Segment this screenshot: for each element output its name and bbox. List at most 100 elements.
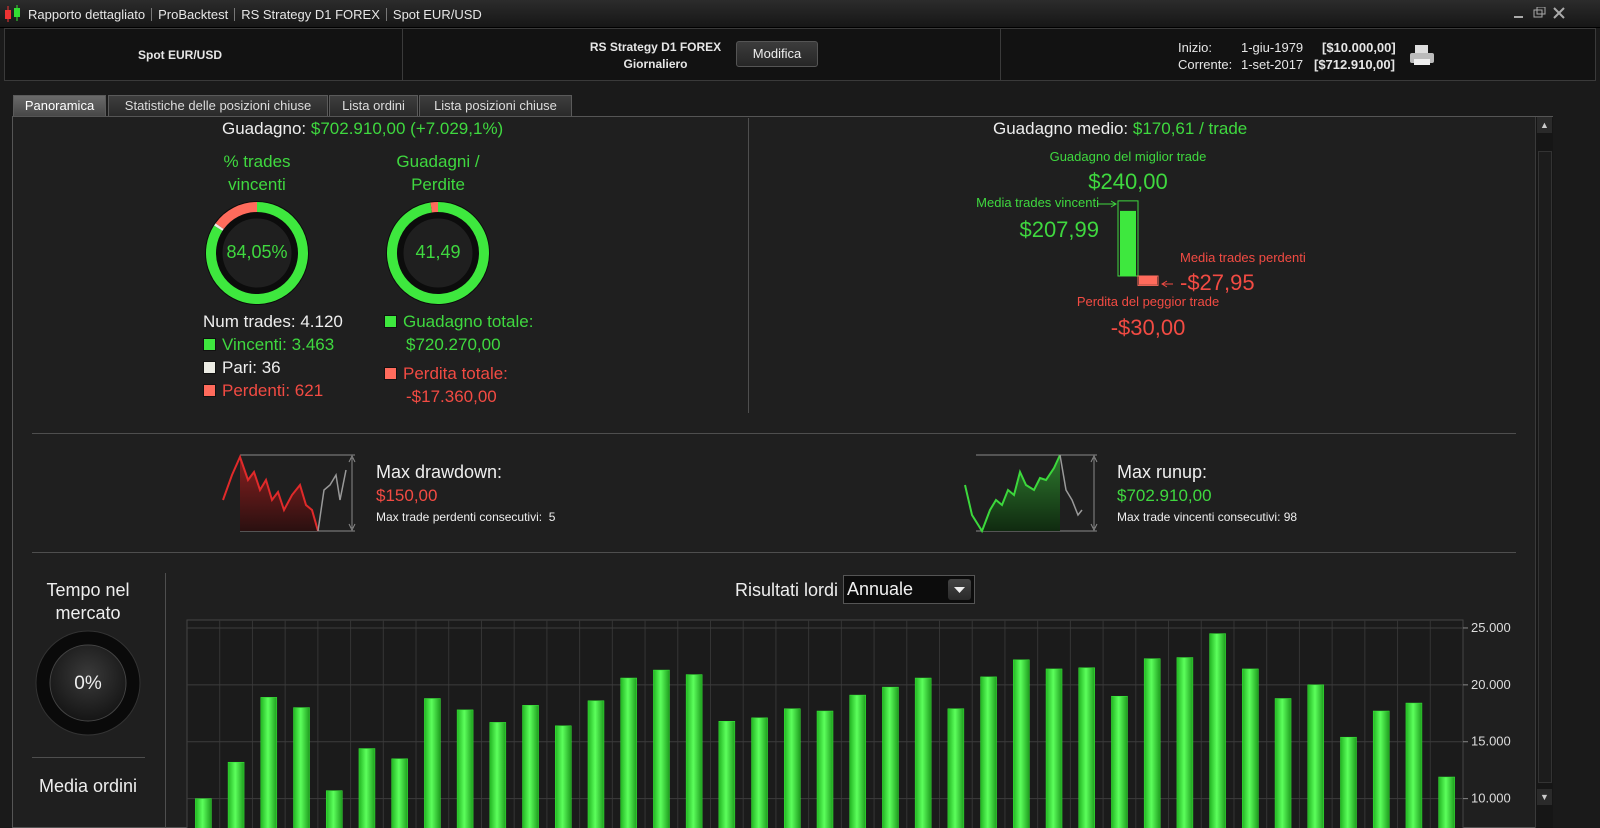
donut-segment xyxy=(430,202,439,213)
consecutive-value: 98 xyxy=(1283,510,1298,524)
legend-swatch xyxy=(203,361,216,374)
start-date: 1-giu-1979 xyxy=(1241,40,1304,55)
drawdown-chart xyxy=(222,454,356,532)
donut-segment xyxy=(206,202,308,304)
avg-loss-label: Media trades perdenti xyxy=(1180,250,1306,265)
bar xyxy=(555,725,572,828)
scrollbar[interactable]: ▲ ▼ xyxy=(1535,117,1553,828)
divider xyxy=(32,433,1516,434)
gain-loss-value: 41,49 xyxy=(415,242,461,262)
divider xyxy=(32,552,1516,553)
bar xyxy=(1307,684,1325,828)
legend-swatch xyxy=(203,384,216,397)
market-time-label: Tempo nel mercato xyxy=(46,580,130,623)
bar xyxy=(980,676,997,828)
y-tick-label: 20.000 xyxy=(1471,677,1511,692)
donut-segment xyxy=(214,223,224,231)
chart-title: Risultati lordi xyxy=(734,580,838,600)
legend-swatch xyxy=(384,367,397,380)
arrow xyxy=(1097,200,1117,208)
avg-loss-bar xyxy=(1139,276,1157,285)
gain-label: Guadagno: xyxy=(222,119,307,138)
edit-button[interactable]: Modifica xyxy=(736,41,818,67)
y-tick-label: 25.000 xyxy=(1471,620,1511,635)
period-value: Annuale xyxy=(847,579,914,599)
legend-item: Vincenti: 3.463 xyxy=(203,335,334,355)
period-dropdown[interactable]: Annuale xyxy=(843,575,975,604)
market-time-value: 0% xyxy=(74,673,102,694)
legend-label: Perdenti: xyxy=(222,381,291,400)
runup-value: $702.910,00 xyxy=(1117,486,1212,505)
legend-item: Pari: 36 xyxy=(203,358,281,378)
consecutive-label: Max trade perdenti consecutivi: xyxy=(376,510,543,524)
avg-orders-label: Media ordini xyxy=(38,776,138,796)
bar xyxy=(1045,668,1063,828)
tab[interactable]: Lista ordini xyxy=(329,95,418,116)
avg-win-label: Media trades vincenti xyxy=(976,195,1099,210)
divider xyxy=(748,118,749,413)
y-tick-label: 15.000 xyxy=(1471,734,1511,749)
drawdown-value: $150,00 xyxy=(376,486,438,505)
bar xyxy=(424,698,441,828)
bar xyxy=(456,709,474,828)
current-date: 1-set-2017 xyxy=(1241,57,1304,72)
dropdown-arrow xyxy=(954,587,965,593)
drawdown-label: Max drawdown: xyxy=(376,462,503,482)
tab[interactable]: Panoramica xyxy=(13,95,106,116)
bar xyxy=(195,798,212,828)
bar xyxy=(685,674,703,828)
win-rate-title: % trades vincenti xyxy=(223,152,291,194)
bar xyxy=(620,677,637,828)
best-value: $240,00 xyxy=(1088,169,1168,194)
legend-item: Perdenti: 621 xyxy=(203,381,323,401)
num-trades-label: Num trades: xyxy=(203,312,296,331)
strategy-panel: RS Strategy D1 FOREX Giornaliero xyxy=(402,28,1001,81)
bar xyxy=(587,700,605,828)
bar xyxy=(849,694,866,828)
legend-value: 36 xyxy=(261,358,281,377)
bar xyxy=(784,708,801,828)
scroll-down[interactable]: ▼ xyxy=(1537,789,1552,805)
bar xyxy=(293,707,310,828)
donut-inner xyxy=(400,215,476,291)
bar xyxy=(882,686,899,828)
win-rate-value: 84,05% xyxy=(226,242,288,262)
scroll-thumb[interactable] xyxy=(1538,151,1552,783)
title-text: Rapporto dettagliato ProBacktest RS Strate… xyxy=(22,7,488,22)
current-capital: [$712.910,00] xyxy=(1314,57,1395,72)
bar xyxy=(260,697,278,828)
legend-value: 3.463 xyxy=(291,335,335,354)
print-icon[interactable] xyxy=(1409,44,1435,68)
bar xyxy=(947,708,965,828)
total-gain-label: Guadagno totale: xyxy=(403,312,534,331)
avg-gain-value: $170,61 / trade xyxy=(1132,119,1248,138)
bar xyxy=(1438,776,1455,828)
bar xyxy=(751,717,768,828)
instrument: Spot EUR/USD xyxy=(138,48,222,62)
timeframe: Giornaliero xyxy=(623,57,688,71)
consecutive-label: Max trade vincenti consecutivi: xyxy=(1117,510,1281,524)
gain: Guadagno: $702.910,00 (+7.029,1%) xyxy=(222,119,503,139)
window-controls[interactable] xyxy=(1512,7,1596,21)
bar xyxy=(1372,710,1390,828)
avg-win-bar xyxy=(1120,210,1136,276)
tab[interactable]: Statistiche delle posizioni chiuse xyxy=(108,95,328,116)
num-trades-value: 4.120 xyxy=(300,312,343,331)
tab[interactable]: Lista posizioni chiuse xyxy=(419,95,572,116)
start-label: Inizio: xyxy=(1178,40,1212,55)
scroll-up[interactable]: ▲ xyxy=(1537,117,1552,133)
bar-chart: 10.000 15.000 20.000 25.000 xyxy=(186,619,1511,828)
legend-value: 621 xyxy=(294,381,324,400)
legend-swatch xyxy=(203,338,216,351)
avg-win-value: $207,99 xyxy=(1019,217,1099,242)
best-label: Guadagno del miglior trade xyxy=(1049,149,1207,164)
bar xyxy=(1340,736,1357,828)
worst-value: -$30,00 xyxy=(1110,315,1186,340)
bar xyxy=(522,705,539,828)
bar xyxy=(1274,698,1292,828)
bar xyxy=(391,758,408,828)
total-loss-label: Perdita totale: xyxy=(403,364,508,383)
dropdown-button[interactable] xyxy=(948,579,971,600)
divider xyxy=(165,573,166,828)
